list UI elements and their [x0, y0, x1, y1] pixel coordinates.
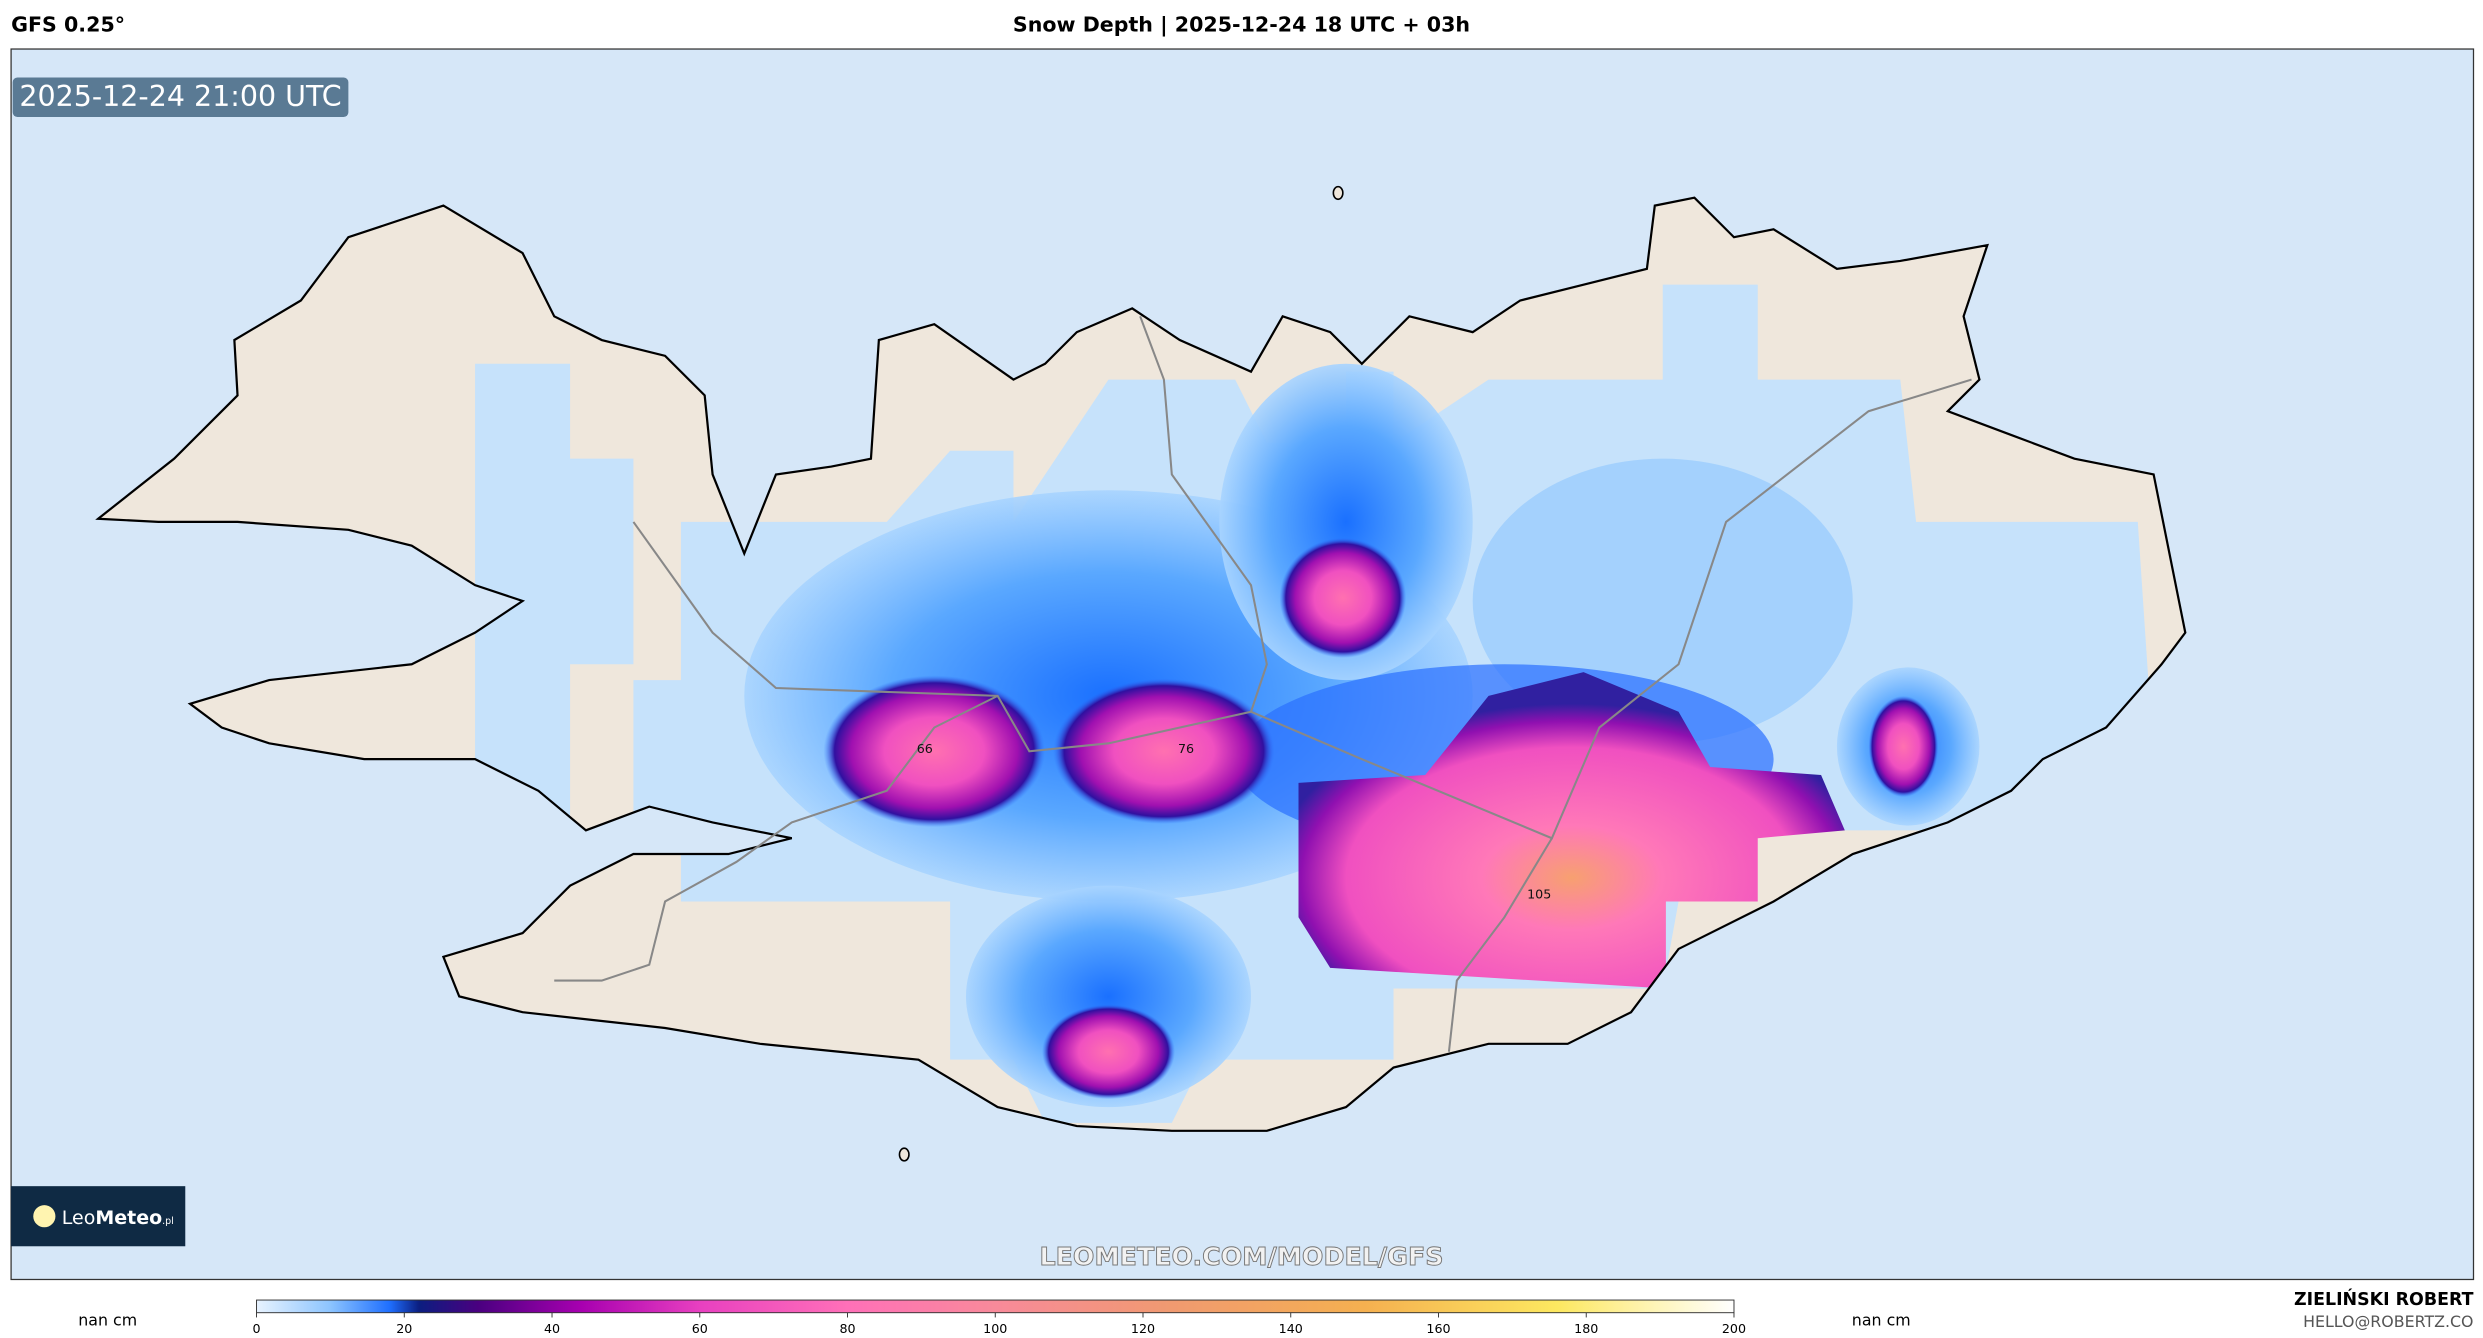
colorbar-tick-label: 20	[396, 1321, 412, 1336]
colorbar-tick-label: 60	[692, 1321, 708, 1336]
colorbar-tick-label: 160	[1426, 1321, 1450, 1336]
colorbar: 0 20 40 60 80 100 120 140 160 180 200	[253, 1299, 1746, 1336]
island	[1332, 185, 1344, 201]
snow-field	[475, 284, 2154, 1123]
colorbar-tick-label: 80	[839, 1321, 855, 1336]
model-label: GFS 0.25°	[11, 13, 125, 37]
logo-sun	[33, 1205, 56, 1228]
value-label: 105	[1527, 886, 1551, 901]
colorbar-tick-label: 0	[253, 1321, 261, 1336]
timestamp: 2025-12-24 21:00 UTC	[19, 80, 341, 113]
colorbar-tick-label: 100	[983, 1321, 1007, 1336]
value-label: 76	[1178, 741, 1194, 756]
colorbar-tick-label: 200	[1722, 1321, 1746, 1336]
colorbar-unit: nan cm	[1852, 1310, 1911, 1329]
roads	[554, 315, 1972, 1052]
colorbar-tick-label: 140	[1279, 1321, 1303, 1336]
value-label: 66	[917, 741, 933, 756]
logo-light: Leo	[62, 1207, 96, 1229]
colorbar-tick-label: 120	[1131, 1321, 1155, 1336]
map-title: Snow Depth | 2025-12-24 18 UTC + 03h	[1013, 13, 1470, 38]
timestamp-box	[12, 77, 349, 118]
map: 66 76 105 2025-12-24 21:00 UTC LeoMeteo.…	[10, 48, 2475, 1281]
island	[898, 1147, 910, 1162]
logo-suffix: .pl	[162, 1216, 174, 1227]
colorbar-scale	[256, 1299, 1735, 1314]
colorbar-tick-label: 180	[1574, 1321, 1598, 1336]
watermark: LEOMETEO.COM/MODEL/GFS	[1039, 1241, 1443, 1271]
logo-bold: Meteo	[95, 1207, 162, 1229]
logo-text: LeoMeteo.pl	[62, 1207, 174, 1229]
author: ZIELIŃSKI ROBERT	[2294, 1288, 2474, 1310]
colorbar-unit: nan cm	[78, 1310, 137, 1329]
colorbar-tick-label: 40	[544, 1321, 560, 1336]
email: HELLO@ROBERTZ.CO	[2303, 1312, 2473, 1331]
